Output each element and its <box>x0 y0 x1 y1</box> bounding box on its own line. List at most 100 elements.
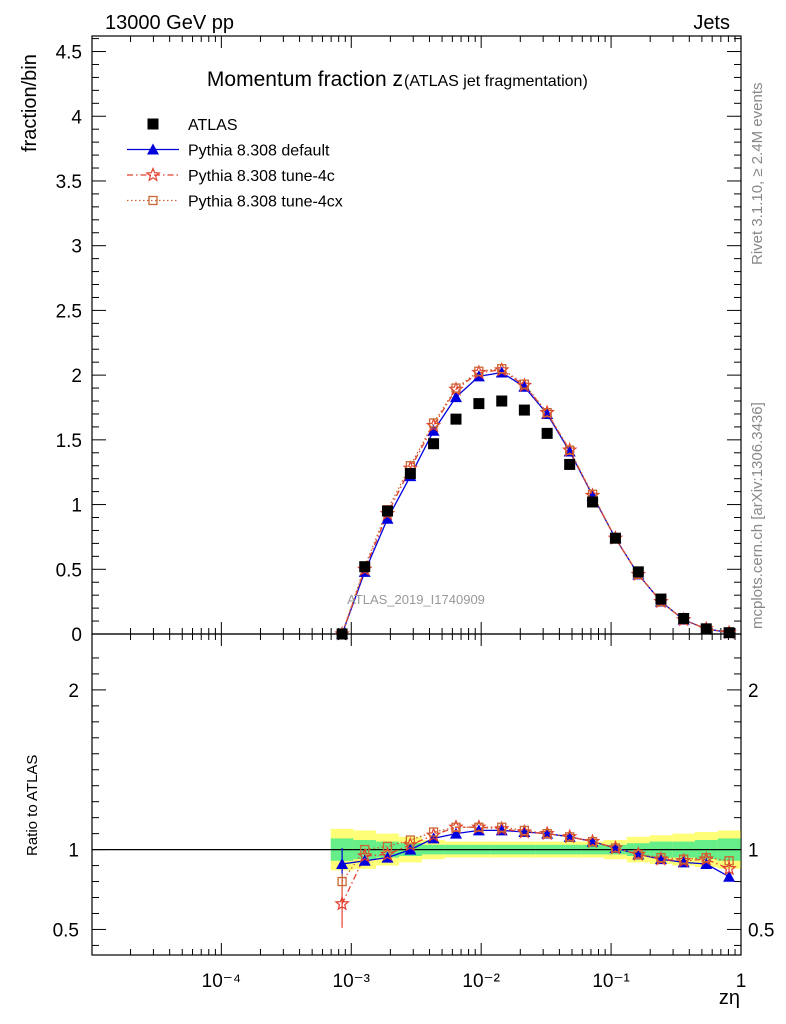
series-pythia-8-308-default-ratio-point <box>700 857 713 869</box>
series-pythia-8-308-tune-4c-ratio-point <box>448 819 464 834</box>
series-atlas-point <box>723 627 735 639</box>
legend: ATLAS Pythia 8.308 default Pythia 8.308 tu… <box>127 117 343 211</box>
y-tick-label-main: 1 <box>71 496 82 517</box>
series-pythia-8-308-tune-4c-point <box>561 442 578 457</box>
x-axis-label: zη <box>719 987 740 1009</box>
y-tick-label-main: 2 <box>71 366 82 387</box>
series-pythia-8-308-tune-4cx-ratio-point <box>587 836 598 847</box>
series-pythia-8-308-default-ratio-point <box>358 854 371 866</box>
series-pythia-8-308-tune-4cx-point <box>497 364 507 374</box>
series-pythia-8-308-tune-4cx-ratio-point <box>610 843 621 853</box>
legend-label: Pythia 8.308 default <box>188 143 330 160</box>
series-pythia-8-308-tune-4c-point <box>425 417 442 433</box>
series-pythia-8-308-tune-4cx-point <box>474 366 484 376</box>
series-pythia-8-308-tune-4c-ratio-point <box>721 860 737 876</box>
series-pythia-8-308-tune-4cx-ratio-point <box>405 835 416 845</box>
series-pythia-8-308-tune-4c-ratio-point <box>425 827 442 842</box>
y-axis-label-ratio: Ratio to ATLAS <box>24 755 41 856</box>
legend-marker <box>148 195 158 206</box>
x-tick-label: 1 <box>736 971 747 992</box>
y-tick-label-ratio: 2 <box>68 681 79 702</box>
analysis-label: ATLAS_2019_I1740909 <box>347 592 485 607</box>
series-pythia-8-308-tune-4c-ratio-point <box>539 825 555 841</box>
y-tick-label-ratio: 1 <box>68 841 79 862</box>
legend-marker <box>145 166 161 182</box>
series-pythia-8-308-tune-4c-ratio-point <box>607 839 624 855</box>
y-tick-label-ratio-right: 2 <box>748 681 759 702</box>
series-pythia-8-308-tune-4c-ratio-point <box>630 846 647 861</box>
series-pythia-8-308-tune-4cx-ratio-point <box>542 828 552 839</box>
series-atlas-point <box>381 505 393 517</box>
series-pythia-8-308-default-point <box>381 512 394 524</box>
y-tick-label-ratio: 0.5 <box>53 920 79 941</box>
series-pythia-8-308-tune-4c-ratio-point <box>584 833 601 849</box>
x-tick-label: 10⁻³ <box>333 971 371 992</box>
series-atlas-point <box>700 623 712 635</box>
series-pythia-8-308-default-point <box>427 424 440 436</box>
header-left: 13000 GeV pp <box>105 12 234 34</box>
series-pythia-8-308-tune-4cx-ratio-point <box>337 876 347 887</box>
series-pythia-8-308-tune-4cx-ratio-point <box>451 822 461 832</box>
series-pythia-8-308-tune-4cx-point <box>519 379 530 389</box>
series-pythia-8-308-tune-4c-ratio-point <box>379 846 396 861</box>
series-pythia-8-308-tune-4cx-ratio-point <box>701 852 711 863</box>
source-label: mcplots.cern.ch [arXiv:1306.3436] <box>749 402 766 629</box>
series-atlas-point <box>450 413 462 425</box>
series-pythia-8-308-tune-4c-ratio-line <box>341 826 730 905</box>
series-pythia-8-308-tune-4cx-ratio-point <box>360 844 370 855</box>
y-tick-label-main: 0.5 <box>56 560 82 581</box>
series-atlas-point <box>473 398 485 410</box>
series-pythia-8-308-tune-4c-ratio-point <box>471 819 487 834</box>
series-pythia-8-308-tune-4cx-ratio-point <box>679 854 689 864</box>
y-tick-label-main: 3 <box>71 237 82 258</box>
series-pythia-8-308-tune-4cx-ratio-point <box>633 849 643 860</box>
chart-title-main: Momentum fraction z <box>207 68 403 91</box>
series-pythia-8-308-tune-4cx-ratio-point <box>724 856 734 866</box>
series-pythia-8-308-default-point <box>449 391 462 403</box>
series-pythia-8-308-tune-4cx-ratio-point <box>565 832 575 842</box>
header-right: Jets <box>693 12 730 34</box>
y-axis-label-main: fraction/bin <box>19 54 41 152</box>
legend-label: ATLAS <box>188 117 238 134</box>
y-tick-label-main: 4.5 <box>56 43 82 64</box>
series-atlas-point <box>632 566 644 578</box>
y-tick-label-ratio-right: 1 <box>748 841 759 862</box>
series-pythia-8-308-tune-4cx-ratio-point <box>428 827 439 837</box>
series-atlas-point <box>678 612 690 624</box>
series-atlas-point <box>564 458 576 470</box>
series-pythia-8-308-default-ratio-point <box>404 843 417 855</box>
series-atlas-point <box>359 561 371 573</box>
legend-label: Pythia 8.308 tune-4cx <box>188 194 343 211</box>
series-atlas-point <box>404 467 416 479</box>
series-atlas-point <box>587 496 599 508</box>
series-pythia-8-308-tune-4cx-ratio-point <box>382 841 393 852</box>
series-pythia-8-308-tune-4cx-point <box>542 408 552 418</box>
series-pythia-8-308-tune-4c-ratio-point <box>561 828 578 844</box>
series-pythia-8-308-tune-4cx-point <box>565 445 575 455</box>
series-pythia-8-308-tune-4cx-ratio-point <box>474 822 484 832</box>
series-atlas-point <box>541 427 553 439</box>
x-tick-label: 10⁻² <box>462 971 500 992</box>
series-atlas-point <box>428 438 440 450</box>
y-tick-label-main: 3.5 <box>56 172 82 193</box>
series-pythia-8-308-tune-4c-ratio-point <box>402 836 419 852</box>
y-tick-label-main: 1.5 <box>56 431 82 452</box>
series-pythia-8-308-tune-4cx-point <box>451 383 461 393</box>
x-tick-label: 10⁻¹ <box>592 971 630 992</box>
y-tick-label-ratio-right: 0.5 <box>748 920 774 941</box>
series-atlas-point <box>609 532 621 544</box>
ratio-frame <box>91 633 742 956</box>
series-atlas-point <box>518 404 530 416</box>
y-tick-label-main: 0 <box>71 625 82 646</box>
series-pythia-8-308-tune-4cx-point <box>428 418 439 428</box>
series-pythia-8-308-default-ratio-point <box>449 827 462 839</box>
series-pythia-8-308-tune-4c-ratio-point <box>356 847 373 863</box>
series-pythia-8-308-tune-4cx-ratio-point <box>519 825 530 836</box>
series-atlas-point <box>655 593 667 605</box>
series-pythia-8-308-tune-4cx-ratio-point <box>656 852 666 863</box>
legend-marker <box>147 143 159 155</box>
series-pythia-8-308-tune-4cx-ratio-point <box>497 822 507 832</box>
legend-marker <box>147 118 159 130</box>
series-pythia-8-308-default-ratio-point <box>723 870 736 882</box>
